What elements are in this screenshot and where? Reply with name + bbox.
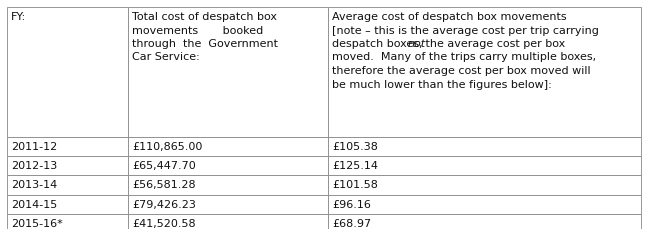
Bar [328, 137, 641, 156]
Text: £41,520.58: £41,520.58 [132, 219, 196, 229]
Text: 2011-12: 2011-12 [11, 142, 57, 152]
Text: £110,865.00: £110,865.00 [132, 142, 202, 152]
Text: 2015-16*: 2015-16* [11, 219, 63, 229]
Bar [328, 214, 641, 229]
Text: FY:: FY: [11, 12, 27, 22]
Bar [328, 175, 641, 195]
Text: not: not [408, 39, 426, 49]
Text: £68.97: £68.97 [332, 219, 371, 229]
Text: 2013-14: 2013-14 [11, 180, 57, 190]
Text: be much lower than the figures below]:: be much lower than the figures below]: [332, 79, 551, 90]
Text: the average cost per box: the average cost per box [422, 39, 566, 49]
Text: 2012-13: 2012-13 [11, 161, 57, 171]
Bar [128, 214, 328, 229]
Bar [128, 156, 328, 175]
Text: £79,426.23: £79,426.23 [132, 200, 196, 210]
Text: moved.  Many of the trips carry multiple boxes,: moved. Many of the trips carry multiple … [332, 52, 596, 63]
Bar [128, 7, 328, 137]
Text: £105.38: £105.38 [332, 142, 378, 152]
Text: Average cost of despatch box movements: Average cost of despatch box movements [332, 12, 566, 22]
Text: [note – this is the average cost per trip carrying: [note – this is the average cost per tri… [332, 25, 599, 35]
Bar [328, 7, 641, 137]
Bar [7, 7, 128, 137]
Text: £65,447.70: £65,447.70 [132, 161, 196, 171]
Bar [128, 195, 328, 214]
Bar [128, 137, 328, 156]
Text: therefore the average cost per box moved will: therefore the average cost per box moved… [332, 66, 590, 76]
Bar [128, 175, 328, 195]
Text: £125.14: £125.14 [332, 161, 378, 171]
Text: despatch boxes,: despatch boxes, [332, 39, 426, 49]
Text: Total cost of despatch box: Total cost of despatch box [132, 12, 277, 22]
Bar [328, 195, 641, 214]
Bar [328, 156, 641, 175]
Text: £96.16: £96.16 [332, 200, 371, 210]
Bar [7, 195, 128, 214]
Bar [7, 175, 128, 195]
Text: £56,581.28: £56,581.28 [132, 180, 196, 190]
Bar [7, 156, 128, 175]
Text: 2014-15: 2014-15 [11, 200, 57, 210]
Text: Car Service:: Car Service: [132, 52, 200, 63]
Bar [7, 214, 128, 229]
Bar [7, 137, 128, 156]
Text: movements       booked: movements booked [132, 25, 263, 35]
Text: through  the  Government: through the Government [132, 39, 278, 49]
Text: £101.58: £101.58 [332, 180, 378, 190]
